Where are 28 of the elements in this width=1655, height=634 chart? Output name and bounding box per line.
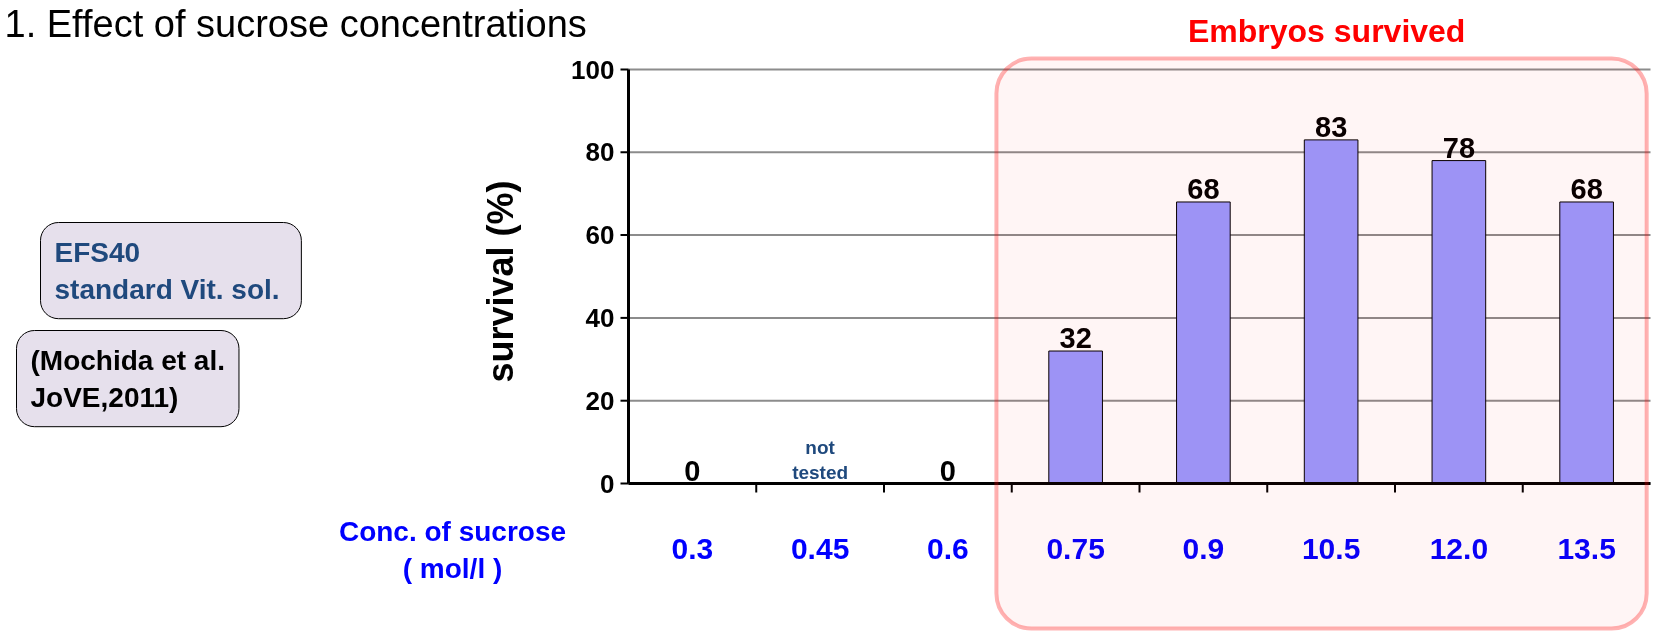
x-tick-label: 0.75: [1046, 531, 1105, 565]
data-label: 83: [1315, 110, 1348, 143]
y-tick-label: 60: [585, 220, 615, 251]
y-tick-label: 20: [585, 385, 615, 416]
x-tick-label: 10.5: [1301, 531, 1361, 565]
data-label: 68: [1570, 172, 1603, 205]
y-axis-title: survival (%): [480, 180, 521, 383]
y-tick-label: 0: [600, 468, 615, 499]
x-tick-label: 0.3: [671, 531, 714, 565]
y-tick-label: 40: [585, 302, 615, 333]
x-axis-title: Conc. of sucrose ( mol/l ): [338, 515, 567, 584]
band-label: Embryos survived: [1187, 12, 1466, 49]
x-tick-label: 0.9: [1182, 531, 1225, 565]
data-label: 0: [684, 454, 701, 487]
data-label: 0: [939, 454, 956, 487]
text: EFS40 standard Vit. sol.: [54, 236, 280, 305]
x-tick-label: 0.6: [927, 531, 969, 565]
y-tick-label: 100: [571, 54, 615, 85]
data-label: 68: [1187, 172, 1220, 205]
x-tick-label: 12.0: [1429, 531, 1489, 565]
text: 1. Effect of sucrose concentrations: [4, 2, 587, 45]
data-label: 32: [1059, 322, 1092, 355]
x-tick-label: 0.45: [790, 531, 850, 565]
text: not tested: [792, 437, 849, 484]
text: (Mochida et al. JoVE,2011): [30, 344, 225, 413]
data-label: 78: [1442, 131, 1476, 164]
x-tick-label: 13.5: [1557, 531, 1616, 565]
y-tick-label: 80: [585, 137, 615, 168]
